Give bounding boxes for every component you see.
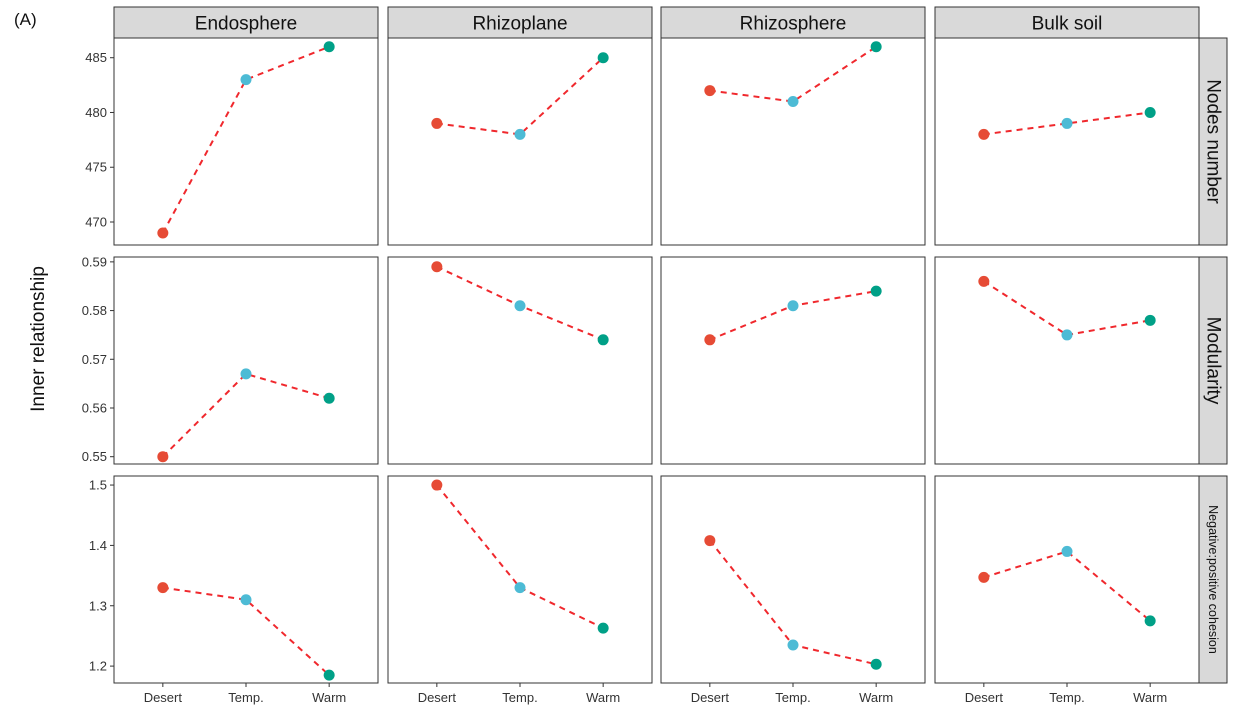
data-point (323, 669, 335, 681)
column-strip (113, 6, 379, 39)
series-line (161, 45, 330, 234)
y-tick-label: 470 (85, 215, 107, 230)
x-tick-label: Warm (859, 690, 893, 705)
data-point (514, 128, 526, 140)
series-line (983, 280, 1151, 336)
panel-border (934, 37, 1200, 246)
panel-border (660, 475, 926, 684)
series-line (709, 45, 877, 103)
y-tick-label: 1.4 (89, 538, 107, 553)
column-strip-label: Rhizoplane (472, 14, 567, 35)
data-point (787, 300, 799, 312)
data-point (514, 582, 526, 594)
data-point (323, 392, 335, 404)
series-line (162, 586, 330, 676)
column-strip (934, 6, 1200, 39)
x-tick-label: Desert (144, 690, 183, 705)
data-point (1144, 615, 1156, 627)
data-point (704, 334, 716, 346)
row-strip-label: Modularity (1203, 317, 1224, 405)
series-line (983, 550, 1151, 622)
y-axis-label: Inner relationship (28, 266, 49, 412)
panel-border (660, 37, 926, 246)
x-tick-label: Desert (691, 690, 730, 705)
data-point (157, 451, 169, 463)
x-tick-label: Warm (586, 690, 620, 705)
x-tick-label: Desert (418, 690, 457, 705)
series-line (983, 111, 1151, 136)
x-tick-label: Desert (965, 690, 1004, 705)
data-point (597, 622, 609, 634)
data-point (1144, 106, 1156, 118)
panel-border (934, 475, 1200, 684)
panel-border (113, 256, 379, 465)
column-strip-label: Rhizosphere (740, 14, 847, 35)
data-point (1061, 329, 1073, 341)
column-strip-label: Endosphere (195, 14, 297, 35)
data-point (1061, 117, 1073, 129)
column-strip-label: Bulk soil (1032, 14, 1103, 35)
data-point (787, 96, 799, 108)
panel-border (660, 256, 926, 465)
y-tick-label: 0.55 (82, 449, 107, 464)
x-tick-label: Temp. (775, 690, 810, 705)
x-tick-label: Warm (1133, 690, 1167, 705)
x-tick-label: Temp. (228, 690, 263, 705)
data-point (978, 571, 990, 583)
panel-border (934, 256, 1200, 465)
y-tick-label: 1.2 (89, 659, 107, 674)
data-point (870, 41, 882, 53)
x-tick-label: Temp. (1049, 690, 1084, 705)
data-point (978, 128, 990, 140)
data-point (1061, 545, 1073, 557)
data-point (240, 368, 252, 380)
data-point (597, 52, 609, 64)
panel-border (387, 256, 653, 465)
data-point (978, 275, 990, 287)
y-tick-label: 475 (85, 160, 107, 175)
y-tick-label: 485 (85, 50, 107, 65)
series-line (436, 56, 604, 136)
panel-border (387, 37, 653, 246)
data-point (431, 479, 443, 491)
y-tick-label: 480 (85, 105, 107, 120)
data-point (431, 261, 443, 273)
data-point (240, 594, 252, 606)
panel-border (113, 37, 379, 246)
row-strip (1198, 475, 1228, 684)
data-point (704, 535, 716, 547)
panel-border (113, 475, 379, 684)
x-tick-label: Temp. (502, 690, 537, 705)
y-tick-label: 0.57 (82, 352, 107, 367)
data-point (431, 117, 443, 129)
row-strip-label: Nodes number (1203, 79, 1224, 204)
data-point (157, 582, 169, 594)
y-tick-label: 0.56 (82, 400, 107, 415)
data-point (240, 74, 252, 86)
data-point (157, 227, 169, 239)
data-point (704, 85, 716, 97)
data-point (1144, 314, 1156, 326)
data-point (323, 41, 335, 53)
y-tick-label: 1.5 (89, 478, 107, 493)
data-point (597, 334, 609, 346)
data-point (787, 639, 799, 651)
y-tick-label: 0.58 (82, 303, 107, 318)
x-tick-label: Warm (312, 690, 346, 705)
column-strip (660, 6, 926, 39)
row-strip-label: Negative:positive cohesion (1206, 505, 1220, 654)
data-point (870, 285, 882, 297)
y-tick-label: 0.59 (82, 254, 107, 269)
y-tick-label: 1.3 (89, 598, 107, 613)
data-point (514, 300, 526, 312)
panel-border (387, 475, 653, 684)
row-strip (1198, 256, 1228, 465)
data-point (870, 658, 882, 670)
panel-label: (A) (14, 10, 37, 29)
